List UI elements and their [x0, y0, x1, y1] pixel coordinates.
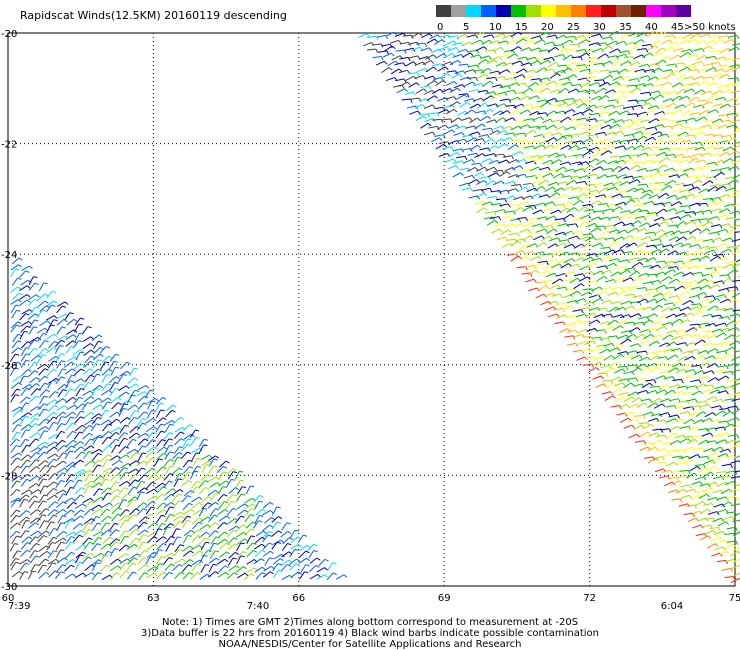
colorbar-label: 10: [489, 22, 502, 33]
footnote-line-1: Note: 1) Times are GMT 2)Times along bot…: [161, 617, 579, 628]
colorbar-swatch: [586, 5, 601, 17]
colorbar-units: >50 knots: [684, 22, 736, 33]
lat-tick-label: -26: [1, 361, 17, 372]
footnote-line-2: 3)Data buffer is 22 hrs from 20160119 4)…: [141, 628, 599, 639]
colorbar-swatch: [451, 5, 466, 17]
colorbar-label: 20: [541, 22, 554, 33]
colorbar-swatch: [436, 5, 451, 17]
wind-barbs: [9, 30, 740, 584]
colorbar-swatch: [481, 5, 496, 17]
colorbar-label: 25: [567, 22, 580, 33]
colorbar-swatch: [541, 5, 556, 17]
colorbar-swatch: [556, 5, 571, 17]
colorbar-swatch: [661, 5, 676, 17]
colorbar-swatch: [616, 5, 631, 17]
colorbar-label: 5: [463, 22, 469, 33]
pass-time-label: 7:40: [247, 601, 269, 610]
lon-tick-label: 60: [2, 593, 15, 604]
lat-tick-label: -24: [1, 250, 17, 261]
lon-tick-label: 75: [729, 593, 740, 604]
lat-tick-label: -22: [1, 140, 17, 151]
lon-tick-label: 63: [147, 593, 160, 604]
lat-tick-label: -20: [1, 29, 17, 40]
colorbar-swatch: [496, 5, 511, 17]
footnote-line-3: NOAA/NESDIS/Center for Satellite Applica…: [218, 639, 522, 650]
colorbar-swatch: [511, 5, 526, 17]
colorbar-swatch: [646, 5, 661, 17]
lon-tick-label: 72: [583, 593, 596, 604]
colorbar-swatch: [571, 5, 586, 17]
lat-tick-label: -28: [1, 471, 17, 482]
colorbar-label: 35: [619, 22, 632, 33]
pass-time-label: 7:39: [8, 601, 30, 610]
colorbar-label: 0: [437, 22, 443, 33]
colorbar-label: 30: [593, 22, 606, 33]
colorbar-swatch: [631, 5, 646, 17]
lat-tick-label: -30: [1, 582, 17, 593]
map-title: Rapidscat Winds(12.5KM) 20160119 descend…: [20, 9, 287, 22]
colorbar-label: 15: [515, 22, 528, 33]
colorbar-label: 45: [671, 22, 684, 33]
wind-speed-colorbar: 0 5 10 15 20 25 30 35 40 45 >50 knots: [436, 5, 736, 33]
colorbar-swatch: [601, 5, 616, 17]
colorbar-label: 40: [645, 22, 658, 33]
lon-tick-label: 66: [292, 593, 305, 604]
lon-tick-label: 69: [438, 593, 451, 604]
colorbar-swatch: [526, 5, 541, 17]
colorbar-swatch: [676, 5, 691, 17]
colorbar-swatch: [466, 5, 481, 17]
pass-time-label: 6:04: [661, 601, 683, 610]
